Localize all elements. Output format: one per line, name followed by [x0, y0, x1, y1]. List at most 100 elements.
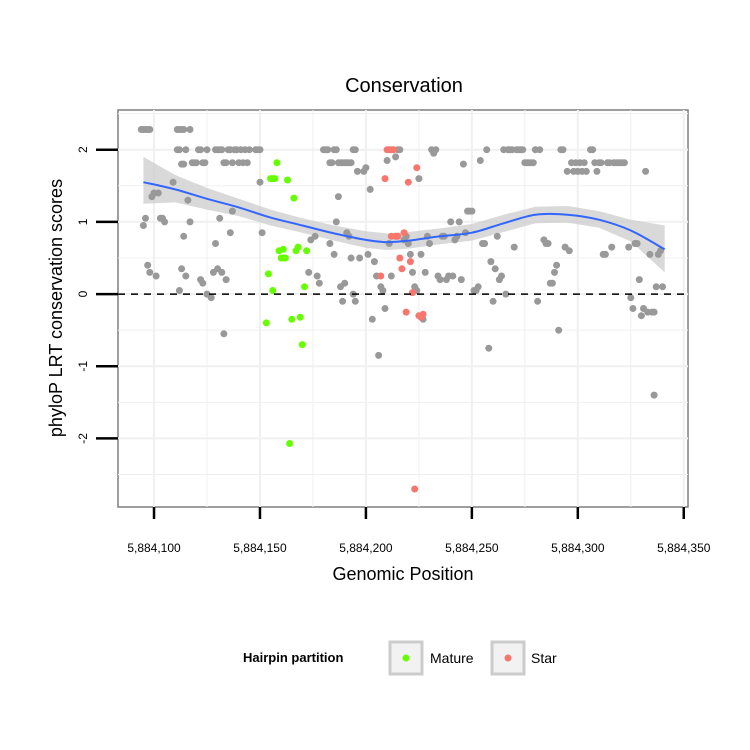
point-other: [646, 250, 654, 258]
chart-title: Conservation: [345, 75, 463, 97]
point-other: [650, 391, 658, 399]
point-other: [536, 146, 544, 154]
point-other: [175, 146, 183, 154]
point-other: [182, 146, 190, 154]
point-other: [180, 232, 188, 240]
x-tick-label: 5,884,300: [551, 541, 605, 555]
axes-layer: 5,884,100 5,884,150 5,884,200 5,884,250 5,88…: [76, 146, 711, 555]
point-mature: [290, 194, 298, 202]
y-tick-label: 2: [76, 146, 90, 153]
point-other: [175, 287, 183, 294]
point-other: [362, 164, 370, 172]
point-other: [305, 268, 313, 276]
x-tick-label: 5,884,200: [339, 541, 393, 555]
point-other: [652, 283, 660, 291]
point-other: [510, 243, 518, 251]
point-mature: [279, 245, 287, 253]
point-other: [256, 146, 264, 154]
point-other: [387, 272, 395, 280]
point-other: [197, 146, 205, 154]
point-other: [476, 157, 484, 164]
point-star: [404, 178, 412, 186]
point-star: [413, 164, 421, 172]
point-star: [411, 485, 419, 493]
y-tick-label: -1: [76, 361, 90, 372]
point-other: [474, 283, 482, 291]
point-other: [146, 126, 154, 133]
y-tick-label: -2: [76, 433, 90, 444]
point-other: [642, 167, 650, 175]
point-other: [548, 279, 556, 287]
point-mature: [273, 159, 281, 167]
point-other: [582, 167, 590, 175]
point-other: [487, 258, 495, 266]
point-other: [392, 153, 400, 161]
point-other: [341, 279, 349, 287]
point-other: [228, 207, 236, 215]
point-other: [146, 268, 154, 276]
point-other: [203, 146, 211, 154]
point-other: [426, 240, 433, 247]
point-other: [330, 250, 338, 258]
point-star: [406, 258, 414, 266]
point-other: [347, 254, 355, 262]
plot-panel: [117, 109, 689, 508]
point-mature: [303, 247, 311, 255]
point-other: [218, 146, 226, 154]
point-other: [625, 243, 633, 251]
point-other: [180, 160, 188, 168]
point-other: [351, 297, 359, 305]
point-other: [328, 159, 336, 167]
point-other: [152, 272, 160, 280]
point-other: [459, 160, 467, 168]
point-other: [519, 146, 527, 154]
point-other: [192, 159, 200, 167]
point-mature: [298, 341, 306, 349]
point-other: [370, 258, 378, 266]
point-other: [650, 308, 658, 316]
point-other: [186, 218, 194, 226]
point-other: [637, 312, 645, 320]
point-other: [502, 290, 510, 298]
data-points-layer: [137, 126, 667, 493]
point-other: [455, 218, 463, 226]
point-other: [396, 146, 404, 154]
point-other: [326, 240, 334, 247]
point-other: [142, 214, 149, 222]
point-other: [216, 214, 224, 222]
point-mature: [271, 175, 279, 183]
point-other: [169, 178, 177, 186]
point-other: [597, 159, 605, 167]
point-other: [489, 297, 497, 305]
point-other: [332, 218, 340, 226]
point-other: [415, 175, 423, 183]
point-other: [313, 272, 321, 280]
point-other: [201, 159, 209, 167]
x-tick-label: 5,884,150: [233, 541, 287, 555]
point-other: [544, 240, 552, 247]
point-other: [347, 159, 355, 167]
point-mature: [294, 243, 302, 251]
point-other: [144, 261, 152, 269]
point-star: [398, 265, 406, 273]
point-star: [400, 229, 408, 237]
point-other: [366, 185, 374, 193]
point-other: [184, 196, 192, 204]
point-other: [368, 315, 376, 323]
legend-label-mature: Mature: [430, 650, 474, 666]
point-other: [449, 272, 457, 280]
point-other: [218, 268, 226, 276]
point-other: [226, 229, 234, 237]
smooth-line-layer: [143, 181, 666, 251]
x-axis-label: Genomic Position: [332, 564, 473, 584]
point-other: [481, 240, 489, 247]
y-tick-label: 1: [76, 218, 90, 225]
point-other: [364, 250, 372, 258]
point-mature: [286, 440, 294, 447]
point-mature: [296, 313, 304, 321]
point-other: [381, 305, 389, 312]
point-other: [256, 178, 264, 186]
point-other: [406, 250, 414, 258]
point-other: [457, 276, 465, 284]
